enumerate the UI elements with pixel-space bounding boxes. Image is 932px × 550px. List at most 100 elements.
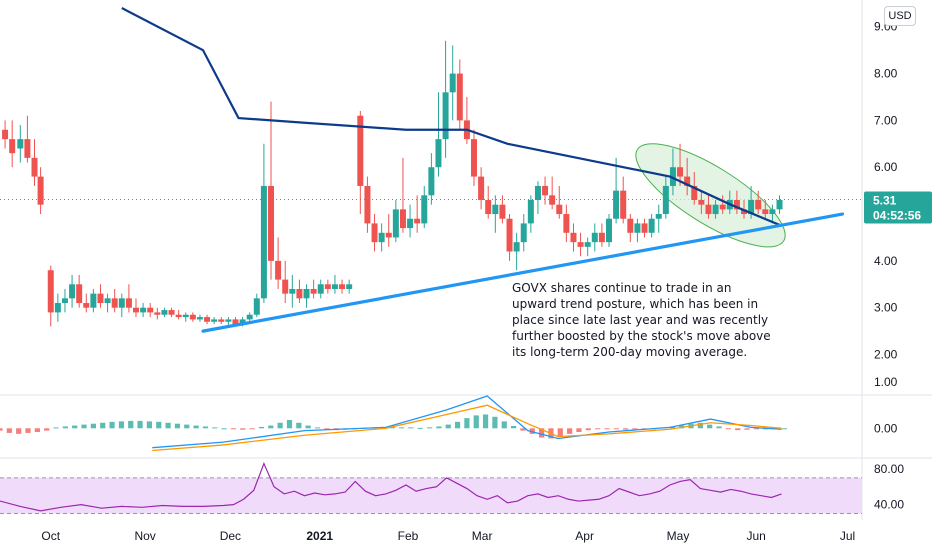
macd-bar (44, 428, 50, 431)
candle-body (584, 242, 591, 247)
candle-body (218, 319, 225, 322)
candle-body (428, 167, 435, 196)
macd-bar (258, 426, 265, 429)
candle-body (289, 288, 296, 294)
candle-body (769, 209, 776, 215)
candle-body (613, 190, 620, 219)
candle-body (97, 293, 104, 304)
candle-body (733, 200, 740, 210)
candle-body (520, 223, 527, 243)
candle-body (776, 200, 783, 210)
candle-body (175, 314, 182, 318)
macd-bar (613, 428, 619, 430)
candle-body (620, 190, 627, 219)
currency-badge[interactable]: USD (884, 6, 916, 26)
macd-bar (286, 420, 293, 429)
macd-bar (781, 428, 787, 430)
macd-bar (240, 428, 246, 430)
macd-bar (557, 428, 563, 437)
candle-body (691, 185, 698, 200)
candle-body (90, 293, 97, 308)
candle-body (748, 200, 755, 215)
candle-body (24, 139, 31, 158)
candle-body (133, 307, 140, 313)
candle-body (37, 176, 44, 205)
rsi-axis-tick: 40.00 (874, 498, 904, 512)
candle-body (456, 73, 463, 121)
candle-body (168, 310, 175, 315)
macd-bar (725, 428, 731, 430)
candle-body (9, 139, 16, 154)
macd-bar (128, 420, 134, 429)
candle-body (125, 298, 132, 308)
macd-bar (744, 428, 750, 430)
time-axis-tick: Jun (746, 529, 765, 543)
price-axis-tick: 3.00 (874, 301, 898, 315)
macd-bar (16, 428, 22, 434)
candle-body (577, 242, 584, 247)
rsi-band (0, 477, 862, 514)
macd-bar (72, 425, 78, 429)
macd-bar (436, 426, 442, 429)
price-axis-tick: 4.00 (874, 254, 898, 268)
macd-bar (165, 422, 171, 429)
candle-body (570, 232, 577, 243)
macd-bar (492, 416, 498, 429)
macd-bar (156, 421, 162, 429)
macd-bar (34, 428, 40, 432)
candle-body (232, 319, 239, 325)
candle-body (677, 167, 684, 177)
macd-bar (408, 427, 414, 429)
candle-body (527, 200, 534, 224)
candle-body (407, 218, 414, 229)
macd-bar (296, 422, 302, 429)
candle-body (76, 284, 83, 304)
candle-body (61, 298, 68, 304)
candle-body (755, 200, 762, 210)
candle-body (253, 298, 260, 315)
candle-body (627, 218, 634, 233)
time-axis-tick: Nov (134, 529, 155, 543)
candle-body (499, 204, 506, 219)
macd-bar (305, 425, 311, 429)
price-axis-tick: 6.00 (874, 160, 898, 174)
candle-body (17, 139, 24, 149)
macd-bar (576, 428, 582, 432)
macd-bar (473, 415, 479, 429)
macd-bar (464, 418, 470, 429)
candle-body (189, 314, 196, 320)
price-axis-tick: 8.00 (874, 67, 898, 81)
candle-body (712, 204, 719, 215)
macd-bar (81, 424, 87, 429)
time-axis-tick: May (667, 529, 690, 543)
time-axis-tick: 2021 (306, 529, 333, 543)
rsi-line (0, 461, 782, 512)
ma-200-line (121, 7, 782, 227)
macd-bar (426, 427, 433, 429)
last-price-value: 5.31 (873, 194, 897, 208)
price-axis-tick: 2.00 (874, 348, 898, 362)
last-price-tag (864, 191, 932, 224)
macd-bar (25, 428, 31, 433)
macd-line (152, 395, 782, 449)
candle-body (346, 284, 353, 289)
trendline (201, 212, 845, 333)
macd-bar (314, 427, 321, 429)
candles-group (2, 40, 783, 327)
candle-body (421, 195, 428, 224)
macd-bar (202, 426, 209, 429)
macd-bar (595, 428, 601, 430)
candle-body (669, 167, 676, 186)
candle-body (698, 200, 705, 205)
candle-body (331, 284, 338, 289)
candle-body (303, 288, 310, 299)
macd-bar (90, 423, 96, 429)
candle-body (705, 204, 712, 215)
candle-body (378, 232, 385, 243)
candle-body (339, 284, 346, 289)
macd-bar (62, 426, 68, 429)
macd-bar (146, 421, 153, 429)
candle-body (161, 310, 168, 315)
candle-body (684, 176, 691, 186)
